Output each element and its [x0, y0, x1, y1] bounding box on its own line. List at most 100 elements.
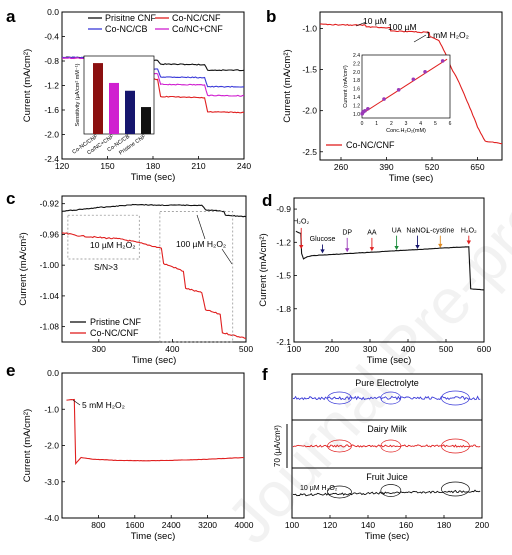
inset-y-label: Current (mA/cm²)	[343, 65, 349, 108]
plot-frame	[319, 11, 503, 161]
x-tick-label: 390	[379, 162, 393, 172]
y-tick-label: -1.04	[40, 291, 60, 301]
arrow-head	[345, 248, 350, 253]
panel-d: d 100 200 300 400 500 600 -0.9 -1.2 -1.5 -1.8 -2.1 T…	[258, 191, 491, 366]
inset-y-tick: 1.0	[353, 112, 360, 118]
x-tick-label: 200	[475, 520, 489, 530]
annotation: 10 µM H₂O₂	[90, 240, 136, 250]
injection-marker	[380, 391, 402, 405]
annotation-arrow	[221, 248, 233, 265]
injection-marker	[327, 485, 352, 499]
annotation-arrow	[196, 214, 206, 240]
plot-frame	[293, 197, 485, 343]
x-tick-label: 210	[191, 161, 205, 171]
x-tick-label: 100	[287, 344, 301, 354]
inset-y-tick: 2.0	[353, 70, 360, 76]
y-tick-label: -1.5	[302, 65, 317, 75]
annotation-arrow	[72, 399, 81, 406]
interferent-label: AA	[367, 230, 377, 237]
y-tick-label: -1.00	[40, 260, 60, 270]
inset-x-tick: 6	[449, 121, 452, 127]
panel-label-b: b	[266, 7, 276, 26]
series-line	[292, 489, 481, 497]
y-tick-label: -3.0	[44, 477, 59, 487]
annotation: 10 µM H₂O₂	[300, 485, 338, 492]
y-axis-label: Current (mA/cm²)	[258, 233, 269, 306]
inset-y-label: Sensitivity (µA/cm² mM⁻¹)	[75, 63, 81, 126]
y-tick-label: -0.8	[44, 56, 59, 66]
x-axis-label: Time (sec)	[131, 172, 176, 183]
arrow-head	[415, 244, 420, 249]
annotation: 5 mM H₂O₂	[82, 400, 125, 410]
x-axis-label: Time (sec)	[367, 355, 412, 366]
inset-x-label: Conc.H₂O₂(mM)	[386, 128, 426, 134]
x-tick-label: 600	[477, 344, 491, 354]
annotation-arrow	[355, 21, 367, 27]
series-label: Fruit Juice	[366, 472, 408, 482]
inset-point	[366, 106, 370, 111]
annotation-arrow	[413, 34, 427, 43]
inset-point	[382, 97, 386, 101]
panel-label-c: c	[6, 189, 15, 208]
x-tick-label: 300	[363, 344, 377, 354]
legend-entry: Co-NC/CNF	[90, 328, 139, 338]
panel-label-f: f	[262, 365, 268, 384]
series-line	[295, 230, 485, 291]
arrow-head	[394, 246, 399, 251]
injection-marker	[327, 391, 352, 405]
series-line	[319, 23, 502, 145]
inset-fit-line	[361, 58, 448, 115]
y-tick-label: -4.0	[44, 513, 59, 523]
x-tick-label: 160	[399, 520, 413, 530]
y-tick-label: -2.4	[44, 154, 59, 164]
interferent-label: NaNO₂	[406, 227, 428, 234]
interferent-label: Glucose	[310, 236, 336, 243]
y-tick-label: 0.0	[47, 368, 59, 378]
inset-x-tick: 1	[375, 121, 378, 127]
interferent-label: UA	[392, 227, 402, 234]
series-label: Dairy Milk	[367, 424, 407, 434]
x-tick-label: 800	[91, 520, 105, 530]
inset-point	[363, 109, 367, 113]
y-axis-label: Current (mA/cm²)	[18, 232, 29, 305]
y-tick-label: -0.92	[40, 199, 60, 209]
panel-c: c 300 400 500 -0.92 -0.96 -1.00 -1.04 -1.08 Time …	[6, 189, 253, 366]
annotation: 100 µM H₂O₂	[176, 239, 226, 249]
legend-entry: Co-NC/CNF	[346, 140, 395, 150]
y-axis-label: Current (mA/cm²)	[22, 409, 33, 482]
x-tick-label: 500	[439, 344, 453, 354]
x-tick-label: 100	[285, 520, 299, 530]
y-tick-label: -1.8	[276, 304, 291, 314]
legend-entry: Co-NC/CNF	[172, 13, 221, 23]
injection-marker	[380, 439, 402, 453]
x-tick-label: 300	[92, 344, 106, 354]
inset-y-tick: 1.8	[353, 78, 360, 84]
x-tick-label: 240	[237, 161, 251, 171]
series-line	[292, 444, 481, 448]
annotation: 1 mM H₂O₂	[426, 30, 469, 40]
series-label: Pure Electrolyte	[355, 378, 419, 388]
y-tick-label: -1.2	[276, 237, 291, 247]
x-tick-label: 400	[401, 344, 415, 354]
x-axis-label: Time (sec)	[131, 531, 176, 542]
y-tick-label: -0.9	[276, 204, 291, 214]
y-tick-label: 0.0	[47, 7, 59, 17]
x-tick-label: 520	[425, 162, 439, 172]
x-tick-label: 140	[361, 520, 375, 530]
interferent-label: H₂O₂	[461, 227, 477, 234]
panel-e: e 800 1600 2400 3200 4000 0.0 -1.0 -2.0 -3.0 -4.0 T…	[6, 361, 254, 542]
plot-frame	[61, 195, 247, 343]
inset-point	[396, 88, 401, 92]
x-tick-label: 400	[165, 344, 179, 354]
y-tick-label: -2.0	[44, 130, 59, 140]
x-axis-label: Time (sec)	[365, 531, 410, 542]
x-tick-label: 260	[334, 162, 348, 172]
legend-entry: Prisitne CNF	[105, 13, 157, 23]
inset-y-tick: 1.2	[353, 103, 360, 109]
x-tick-label: 180	[437, 520, 451, 530]
y-tick-label: -2.0	[302, 106, 317, 116]
inset-bar	[109, 82, 119, 134]
series-line	[61, 232, 246, 339]
y-tick-label: -1.6	[44, 105, 59, 115]
